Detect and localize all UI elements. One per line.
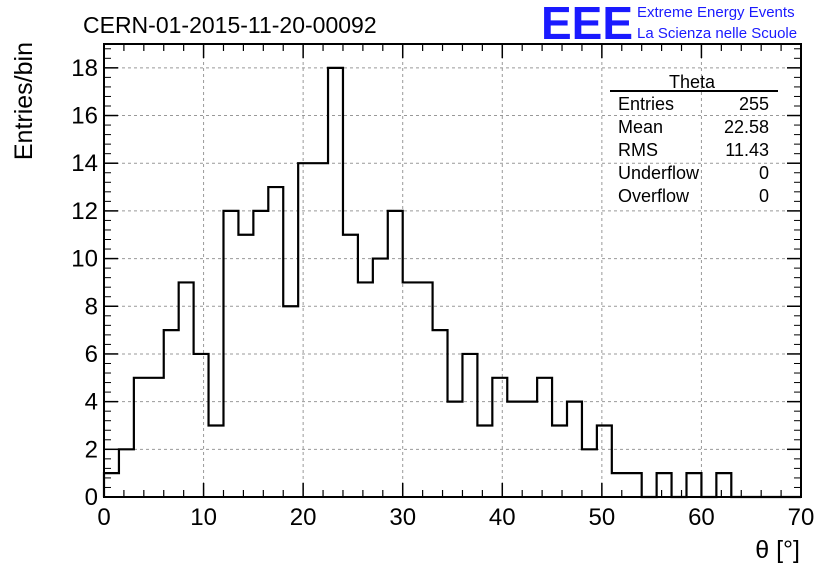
x-tick-label: 0: [97, 504, 110, 531]
histogram-bin: [582, 449, 597, 497]
y-tick-label: 2: [85, 436, 98, 463]
y-tick-label: 4: [85, 389, 98, 416]
x-tick-label: 30: [389, 504, 416, 531]
histogram-bin: [164, 330, 179, 497]
histogram-bin: [492, 378, 507, 497]
histogram-bin: [149, 378, 164, 497]
histogram-bin: [522, 402, 537, 497]
histogram-bin: [298, 163, 313, 497]
histogram-bin: [657, 473, 672, 497]
histogram-bin: [418, 282, 433, 497]
y-tick-label: 8: [85, 293, 98, 320]
x-tick-label: 50: [589, 504, 616, 531]
y-tick-label: 0: [85, 484, 98, 511]
histogram-bin: [253, 211, 268, 497]
x-tick-label: 20: [290, 504, 317, 531]
stats-entries-value: 255: [739, 94, 769, 114]
histogram-bin: [194, 354, 209, 497]
histogram-bin: [268, 187, 283, 497]
histogram-bin: [627, 473, 642, 497]
stats-entries-label: Entries: [618, 94, 674, 114]
histogram-bin: [104, 473, 119, 497]
histogram-bin: [433, 330, 448, 497]
run-title: CERN-01-2015-11-20-00092: [83, 12, 377, 38]
stats-underflow-label: Underflow: [618, 163, 700, 183]
logo-line-2: La Scienza nelle Scuole: [637, 25, 797, 42]
histogram-bin: [537, 378, 552, 497]
stats-underflow-value: 0: [759, 163, 769, 183]
plot-frame: [103, 43, 802, 498]
histogram-bin: [507, 402, 522, 497]
histogram-bin: [223, 211, 238, 497]
histogram-bin: [686, 473, 701, 497]
stats-box: Theta Entries 255 Mean 22.58 RMS 11.43 U…: [610, 72, 778, 206]
histogram-bin: [358, 282, 373, 497]
y-axis-label: Entries/bin: [10, 42, 38, 160]
stats-title: Theta: [669, 72, 716, 92]
y-tick-label: 10: [71, 246, 98, 273]
histogram-bin: [388, 211, 403, 497]
stats-rms-value: 11.43: [725, 140, 769, 160]
histogram-bin: [209, 425, 224, 497]
histogram-bin: [552, 425, 567, 497]
y-tick-label: 14: [71, 150, 98, 177]
histogram-bin: [238, 235, 253, 497]
histogram-bin: [328, 68, 343, 497]
axis-ticks: [103, 44, 802, 498]
logo-line-1: Extreme Energy Events: [637, 4, 795, 21]
stats-overflow-value: 0: [759, 186, 769, 206]
x-tick-label: 70: [788, 504, 815, 531]
histogram-bin: [313, 163, 328, 497]
x-tick-label: 10: [190, 504, 217, 531]
x-tick-label: 60: [688, 504, 715, 531]
eee-logo: EEE: [541, 0, 633, 49]
tick-labels: 0 10 20 30 40 50 60 70 0 2 4 6 8 10 12 14 16 18: [71, 55, 814, 531]
histogram-bin: [403, 282, 418, 497]
x-tick-label: 40: [489, 504, 516, 531]
histogram-bin: [283, 306, 298, 497]
histogram-bin: [179, 282, 194, 497]
stats-mean-label: Mean: [618, 117, 663, 137]
histogram-bin: [448, 402, 463, 497]
stats-mean-value: 22.58: [724, 117, 769, 137]
histogram-bin: [462, 354, 477, 497]
histogram-outline: [102, 66, 801, 499]
histogram-bin: [343, 235, 358, 497]
y-tick-label: 12: [71, 198, 98, 225]
histogram-bin: [597, 425, 612, 497]
histogram-bin: [716, 473, 731, 497]
y-tick-label: 18: [71, 55, 98, 82]
y-tick-label: 16: [71, 103, 98, 130]
y-tick-label: 6: [85, 341, 98, 368]
histogram-bin: [477, 425, 492, 497]
stats-rms-label: RMS: [618, 140, 658, 160]
histogram-bin: [134, 378, 149, 497]
histogram-bin: [567, 402, 582, 497]
histogram-bin: [119, 449, 134, 497]
stats-overflow-label: Overflow: [618, 186, 690, 206]
histogram-bin: [373, 259, 388, 497]
histogram-bin: [612, 473, 627, 497]
x-axis-label: θ [°]: [755, 536, 800, 564]
